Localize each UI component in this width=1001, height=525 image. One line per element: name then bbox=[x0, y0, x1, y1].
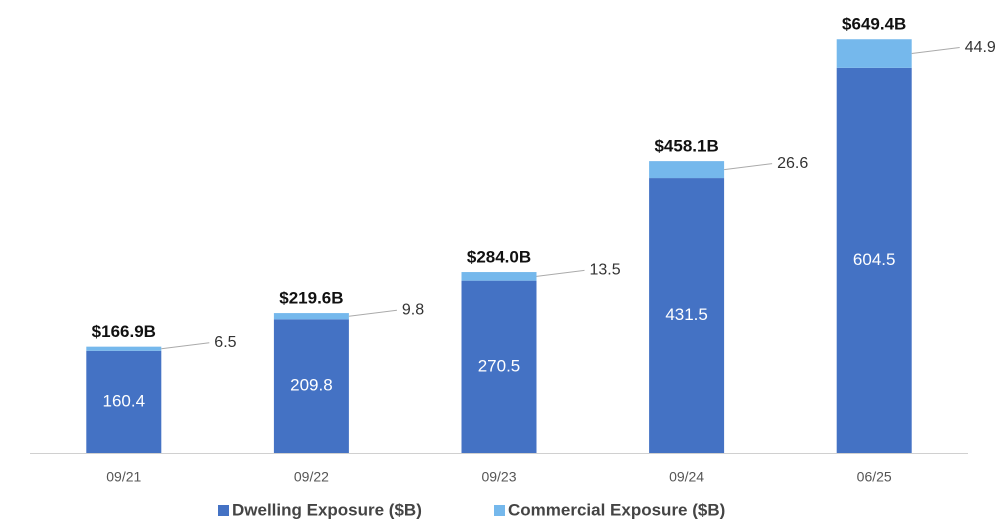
total-label: $284.0B bbox=[467, 248, 531, 267]
data-label: 160.4 bbox=[103, 391, 146, 410]
bar-segment bbox=[836, 67, 912, 454]
leader-line bbox=[911, 47, 960, 55]
bar-segment bbox=[86, 346, 162, 351]
total-label: $649.4B bbox=[842, 15, 906, 34]
data-label: 6.5 bbox=[214, 334, 236, 351]
leader-line bbox=[161, 342, 210, 350]
legend-label: Commercial Exposure ($B) bbox=[508, 500, 725, 519]
data-label: 209.8 bbox=[290, 376, 333, 395]
bar-segment bbox=[649, 161, 725, 179]
leader-line bbox=[536, 269, 585, 277]
leader-line bbox=[724, 163, 773, 171]
x-tick-label: 09/23 bbox=[481, 469, 516, 485]
legend-swatch bbox=[218, 505, 229, 516]
data-label: 270.5 bbox=[478, 356, 521, 375]
bar-segment bbox=[461, 280, 537, 453]
bar-segment bbox=[273, 319, 349, 453]
bar-segment bbox=[273, 313, 349, 320]
bar-segment bbox=[461, 272, 537, 281]
total-label: $219.6B bbox=[279, 289, 343, 308]
leader-line bbox=[348, 309, 397, 317]
legend-swatch bbox=[494, 505, 505, 516]
x-tick-label: 06/25 bbox=[857, 469, 892, 485]
data-label: 9.8 bbox=[402, 301, 424, 318]
total-label: $166.9B bbox=[92, 322, 156, 341]
bar-segment bbox=[649, 178, 725, 453]
data-label: 26.6 bbox=[777, 155, 808, 172]
x-tick-label: 09/24 bbox=[669, 469, 704, 485]
data-label: 44.9 bbox=[965, 39, 996, 56]
x-tick-label: 09/21 bbox=[106, 469, 141, 485]
data-label: 604.5 bbox=[853, 250, 896, 269]
data-label: 13.5 bbox=[590, 262, 621, 279]
bar-segment bbox=[86, 350, 162, 453]
x-tick-label: 09/22 bbox=[294, 469, 329, 485]
bar-segment bbox=[836, 39, 912, 68]
legend-label: Dwelling Exposure ($B) bbox=[232, 500, 422, 519]
total-label: $458.1B bbox=[654, 137, 718, 156]
data-label: 431.5 bbox=[665, 305, 708, 324]
